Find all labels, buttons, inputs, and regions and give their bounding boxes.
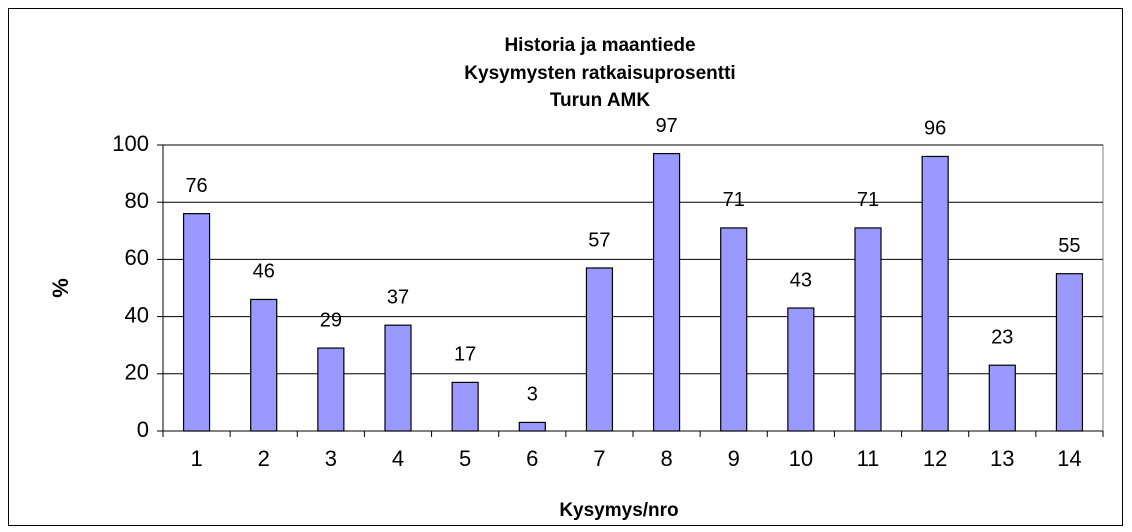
y-tick-label: 80 [125, 188, 149, 213]
bar [720, 227, 748, 432]
x-tick-label: 8 [660, 446, 672, 471]
value-label: 71 [723, 189, 745, 211]
x-tick-label: 4 [392, 446, 404, 471]
value-label: 29 [320, 309, 342, 331]
chart-border [8, 8, 1123, 526]
bar [585, 267, 614, 432]
bar [854, 227, 882, 432]
value-label: 96 [924, 118, 946, 140]
x-tick-label: 1 [190, 446, 202, 471]
value-label: 37 [387, 286, 409, 308]
bar [451, 381, 479, 432]
value-label: 57 [588, 229, 610, 251]
bar [384, 324, 412, 432]
value-label: 3 [527, 384, 538, 406]
y-axis-label: % [48, 278, 73, 298]
chart-title: Turun AMK [550, 90, 651, 111]
value-label: 97 [655, 115, 677, 137]
chart-title: Historia ja maantiede [504, 35, 695, 56]
value-label: 55 [1058, 235, 1080, 257]
y-tick-label: 100 [112, 131, 149, 156]
x-tick-label: 14 [1057, 446, 1081, 471]
x-tick-label: 10 [789, 446, 813, 471]
x-tick-label: 5 [459, 446, 471, 471]
chart-title: Kysymysten ratkaisuprosentti [464, 63, 735, 84]
bar [921, 155, 949, 432]
bar [250, 298, 278, 432]
x-tick-label: 2 [258, 446, 270, 471]
value-label: 76 [185, 175, 207, 197]
value-label: 46 [253, 261, 275, 283]
bar [652, 152, 681, 432]
value-label: 17 [454, 344, 476, 366]
x-tick-label: 7 [593, 446, 605, 471]
bar [787, 307, 815, 432]
bar [518, 421, 546, 432]
bar [988, 364, 1016, 432]
x-axis-label: Kysymys/nro [559, 500, 678, 521]
bar [317, 347, 345, 432]
x-tick-label: 11 [857, 446, 880, 471]
y-tick-label: 20 [125, 360, 149, 385]
x-tick-label: 12 [923, 446, 947, 471]
x-tick-label: 6 [526, 446, 538, 471]
y-tick-label: 0 [137, 417, 149, 442]
value-label: 43 [790, 269, 812, 291]
bar [1055, 273, 1084, 432]
value-label: 71 [857, 189, 879, 211]
value-label: 23 [991, 327, 1013, 349]
x-tick-label: 3 [325, 446, 337, 471]
x-tick-label: 9 [728, 446, 740, 471]
bar [182, 213, 211, 432]
y-tick-label: 60 [125, 245, 149, 270]
y-tick-label: 40 [125, 302, 149, 327]
x-tick-label: 13 [990, 446, 1014, 471]
